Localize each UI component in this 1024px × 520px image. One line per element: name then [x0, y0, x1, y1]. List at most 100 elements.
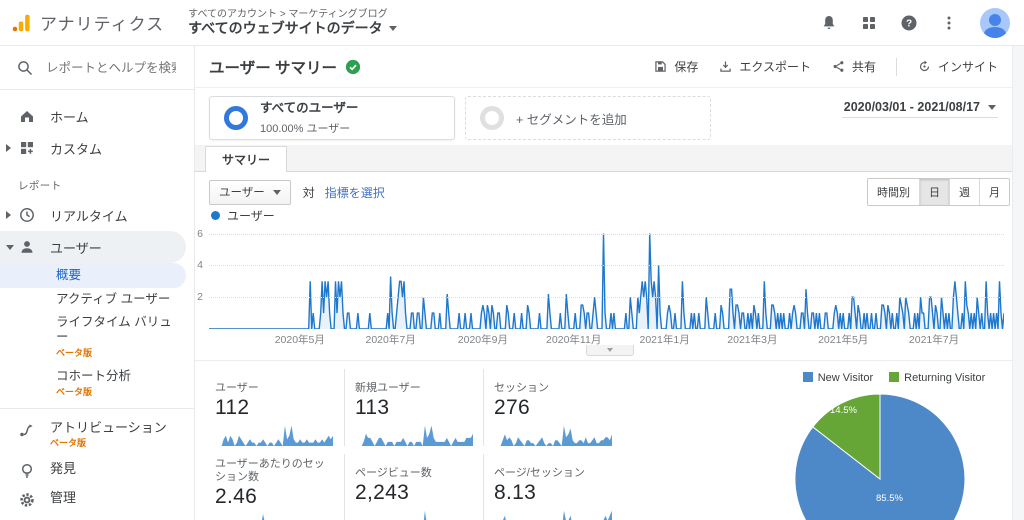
insight-button[interactable]: インサイト [917, 58, 998, 75]
pie-chart[interactable]: 85.5% 14.5% [774, 387, 1014, 520]
product-name[interactable]: アナリティクス [40, 15, 165, 34]
granularity-month[interactable]: 月 [979, 179, 1009, 205]
expand-right-icon [6, 211, 11, 219]
select-metric-link[interactable]: 指標を選択 [324, 185, 385, 200]
legend-swatch-icon [889, 372, 900, 382]
x-axis-labels: 2020年5月 2020年7月 2020年9月 2020年11月 2021年1月… [209, 329, 1004, 346]
expand-down-icon [6, 244, 14, 250]
timeline-svg [209, 233, 1005, 330]
sidebar-item-admin[interactable]: 管理 [0, 485, 194, 514]
y-tick-label: 6 [197, 227, 203, 240]
beta-badge: ベータ版 [56, 387, 93, 397]
analytics-logo-icon[interactable] [12, 14, 30, 32]
sidebar: ホーム カスタム レポート [0, 46, 195, 520]
sidebar-item-label: カスタム [50, 141, 103, 157]
sparkline [355, 425, 473, 446]
x-tick-label: 2021年5月 [818, 334, 869, 346]
home-icon [21, 111, 33, 122]
gridline [209, 233, 1004, 235]
gridline [209, 265, 1004, 267]
sidebar-item-attribution[interactable]: アトリビューション ベータ版 [0, 415, 194, 456]
x-tick-label: 2020年7月 [365, 334, 416, 346]
segment-all-users[interactable]: すべてのユーザー 100.00% ユーザー [209, 96, 455, 140]
segment-detail: 100.00% ユーザー [260, 123, 351, 135]
property-name: すべてのウェブサイトのデータ [188, 20, 383, 37]
add-segment-button[interactable]: + セグメントを追加 [465, 96, 711, 140]
scorecard-sessions-per-user[interactable]: ユーザーあたりのセッション数 2.46 [205, 454, 344, 520]
sidebar-item-active-users[interactable]: アクティブ ユーザー [56, 292, 171, 306]
chart-collapse-button[interactable] [585, 345, 634, 356]
granularity-week[interactable]: 週 [949, 179, 979, 205]
search-icon [18, 60, 33, 75]
user-avatar[interactable] [980, 7, 1010, 38]
help-icon[interactable]: ? [900, 14, 918, 32]
sidebar-item-overview[interactable]: 概要 [0, 263, 186, 288]
sidebar-item-cohort-analysis[interactable]: コホート分析 ベータ版 [0, 365, 194, 404]
sidebar-item-label: ホーム [50, 109, 89, 125]
series-legend-dot [211, 210, 220, 220]
page-title: ユーザー サマリー [209, 59, 337, 77]
series-legend-label: ユーザー [227, 208, 275, 223]
tab-strip: サマリー [195, 145, 1024, 172]
gear-icon [20, 493, 34, 507]
sidebar-item-custom[interactable]: カスタム [0, 132, 194, 164]
x-tick-label: 2021年3月 [727, 334, 778, 346]
scorecard-sessions[interactable]: セッション 276 [483, 369, 622, 446]
search-input[interactable] [46, 60, 176, 75]
sidebar-item-user[interactable]: ユーザー [0, 231, 186, 263]
metric-dropdown[interactable]: ユーザー [209, 179, 291, 205]
vs-label: 対 [302, 185, 315, 200]
scorecard-new-users[interactable]: 新規ユーザー 113 [344, 369, 483, 446]
sidebar-bottom-section: アトリビューション ベータ版 発見 [0, 408, 194, 520]
date-range-selector[interactable]: 2020/03/01 - 2021/08/17 [841, 100, 998, 118]
expand-right-icon [6, 144, 11, 152]
divider [195, 360, 1024, 361]
breadcrumb[interactable]: すべてのアカウント > マーケティングブログ すべてのウェブサイトのデータ [188, 9, 397, 37]
apps-grid-icon[interactable] [860, 14, 878, 32]
scorecard-pages-per-session[interactable]: ページ/セッション 8.13 [483, 454, 622, 520]
chevron-down-icon [606, 348, 613, 352]
scorecard-users[interactable]: ユーザー 112 [205, 369, 344, 446]
timeline-chart[interactable]: 2 4 6 [197, 224, 1005, 330]
save-button[interactable]: 保存 [653, 58, 698, 75]
pie-slice-label-returning: 14.5% [830, 405, 857, 416]
scorecards: ユーザー 112 新規ユーザー 113 セッション 276 [205, 369, 622, 520]
x-tick-label: 2021年1月 [639, 334, 690, 346]
segment-ring-icon [480, 106, 504, 130]
scorecard-pageviews[interactable]: ページビュー数 2,243 [344, 454, 483, 520]
granularity-hourly[interactable]: 時間別 [868, 179, 919, 205]
customization-icon [21, 142, 33, 154]
scrollbar-gutter[interactable] [1012, 46, 1024, 520]
share-icon [833, 61, 844, 72]
more-vert-icon[interactable] [940, 14, 958, 32]
pie-legend-new-visitor[interactable]: New Visitor [802, 372, 873, 384]
lightbulb-icon [21, 463, 33, 478]
sparkline [215, 425, 333, 446]
share-button[interactable]: 共有 [831, 58, 876, 75]
app-header: アナリティクス すべてのアカウント > マーケティングブログ すべてのウェブサイ… [0, 0, 1024, 46]
divider [895, 57, 897, 76]
sparkline [503, 510, 612, 520]
segment-name: すべてのユーザー [260, 101, 359, 115]
pie-slice-label-new: 85.5% [876, 493, 903, 504]
insight-icon [919, 60, 930, 72]
sidebar-section-reports: レポート [18, 180, 62, 192]
export-button[interactable]: エクスポート [718, 58, 811, 75]
sidebar-search[interactable] [0, 46, 194, 90]
sidebar-item-home[interactable]: ホーム [0, 100, 194, 132]
tab-summary[interactable]: サマリー [205, 146, 288, 172]
y-tick-label: 4 [197, 259, 203, 272]
sidebar-item-discover[interactable]: 発見 [0, 456, 194, 485]
sidebar-item-lifetime-value[interactable]: ライフタイム バリュー ベータ版 [0, 311, 194, 365]
notifications-bell-icon[interactable] [820, 14, 838, 32]
chevron-down-icon [272, 189, 281, 195]
save-icon [655, 61, 667, 72]
granularity-day[interactable]: 日 [919, 179, 949, 205]
pie-legend-returning-visitor[interactable]: Returning Visitor [889, 372, 985, 384]
clock-icon [20, 208, 34, 222]
verified-badge-icon [345, 59, 361, 74]
sidebar-item-realtime[interactable]: リアルタイム [0, 199, 194, 231]
sidebar-item-label: リアルタイム [50, 208, 128, 224]
sidebar-item-label: ユーザー [50, 240, 102, 256]
